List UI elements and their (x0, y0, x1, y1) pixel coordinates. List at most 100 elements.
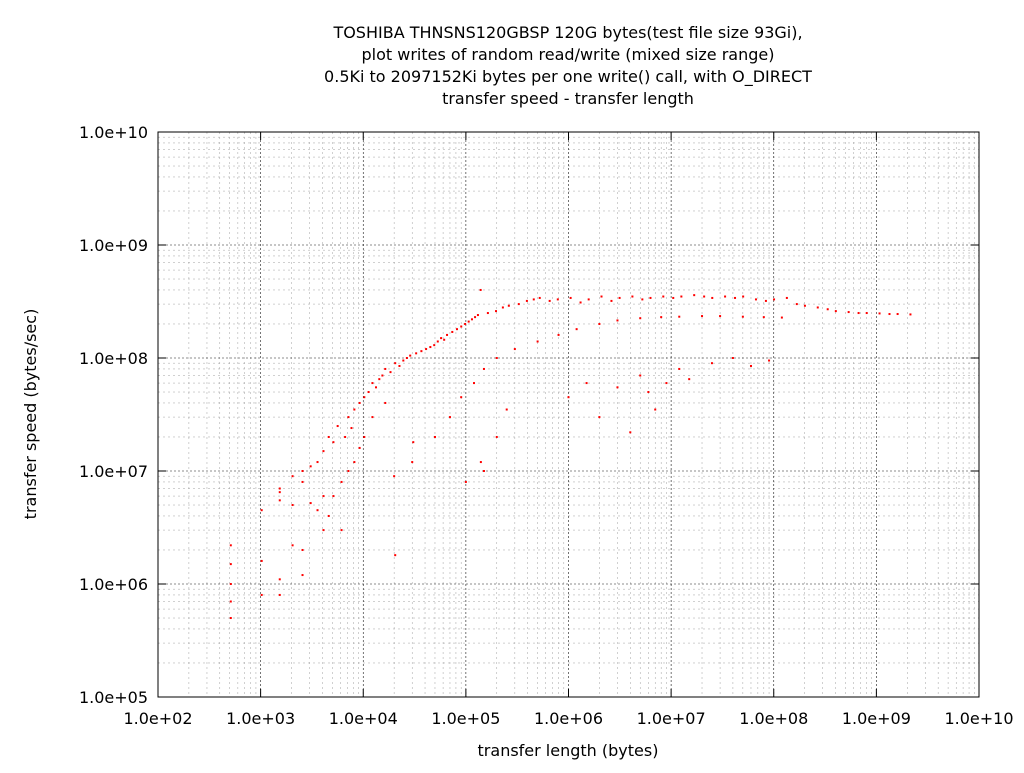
data-point (353, 461, 356, 464)
data-point (680, 295, 683, 298)
data-point (316, 461, 319, 464)
data-point (425, 348, 428, 351)
data-point (291, 504, 294, 507)
data-point (301, 480, 304, 483)
data-point (479, 288, 482, 291)
data-point (371, 416, 374, 419)
data-point (278, 487, 281, 490)
data-point (600, 295, 603, 298)
data-point (665, 382, 668, 385)
grid-layer (157, 131, 980, 698)
data-point (688, 378, 691, 381)
data-point (482, 470, 485, 472)
data-point (394, 362, 397, 365)
data-point (455, 328, 458, 331)
data-point (371, 382, 374, 385)
data-point (495, 310, 498, 313)
y-tick-label: 1.0e+08 (79, 349, 148, 368)
y-tick-label: 1.0e+09 (79, 236, 148, 255)
data-point (327, 514, 330, 517)
x-tick-label: 1.0e+09 (842, 709, 911, 728)
data-point (278, 578, 281, 581)
data-point (641, 298, 644, 301)
data-point (896, 313, 899, 316)
y-tick-label: 1.0e+05 (79, 688, 148, 707)
data-point (631, 295, 634, 298)
data-point (402, 359, 405, 362)
data-point (598, 322, 601, 325)
x-tick-label: 1.0e+05 (431, 709, 500, 728)
data-point (567, 396, 570, 399)
data-point (470, 318, 473, 321)
data-point (301, 574, 304, 577)
data-point (857, 312, 860, 315)
data-point (538, 296, 541, 299)
data-point (344, 435, 347, 438)
data-point (826, 308, 829, 311)
data-point (451, 330, 454, 333)
data-point (443, 338, 446, 341)
data-point (639, 317, 642, 320)
data-point (768, 359, 771, 362)
data-point (440, 337, 443, 340)
x-tick-label: 1.0e+04 (329, 709, 398, 728)
data-point (878, 312, 881, 315)
data-point (525, 299, 528, 302)
data-point (409, 354, 412, 357)
data-point (363, 396, 366, 399)
data-point (411, 461, 414, 464)
data-point (610, 299, 613, 302)
data-point (495, 435, 498, 438)
data-point (358, 446, 361, 449)
x-tick-label: 1.0e+10 (944, 709, 1013, 728)
data-point (701, 315, 704, 318)
data-point (301, 548, 304, 551)
data-point (398, 364, 401, 367)
data-point (278, 491, 281, 494)
data-point (719, 315, 722, 318)
data-point (389, 371, 392, 374)
data-point (629, 431, 632, 434)
x-tick-label: 1.0e+03 (226, 709, 295, 728)
data-point (327, 435, 330, 438)
data-point (616, 319, 619, 322)
data-point (260, 559, 263, 562)
data-point (436, 340, 439, 343)
data-point (557, 333, 560, 336)
data-point (888, 313, 891, 316)
data-point (575, 328, 578, 331)
title-line-2: plot writes of random read/write (mixed … (362, 45, 775, 64)
data-point (347, 470, 350, 472)
data-point (394, 554, 397, 557)
data-point (479, 461, 482, 464)
data-point (358, 401, 361, 404)
data-point (536, 340, 539, 343)
data-point (513, 348, 516, 351)
data-point (711, 296, 714, 299)
title-line-4: transfer speed - transfer length (442, 89, 694, 108)
data-point (260, 509, 263, 512)
data-point (598, 416, 601, 419)
data-point (332, 495, 335, 498)
data-point (660, 316, 663, 319)
data-point (710, 362, 713, 365)
data-point (834, 310, 837, 313)
data-point (505, 408, 508, 411)
x-tick-label: 1.0e+06 (534, 709, 603, 728)
data-point (429, 346, 432, 349)
data-point (639, 374, 642, 377)
data-point (322, 450, 325, 453)
data-point (336, 425, 339, 428)
data-point (278, 499, 281, 502)
data-point (332, 441, 335, 444)
data-point (375, 386, 378, 389)
data-point (464, 480, 467, 483)
chart-title: TOSHIBA THNSNS120GBSP 120G bytes(test fi… (324, 23, 812, 108)
data-point (803, 304, 806, 307)
data-point (381, 374, 384, 377)
title-line-1: TOSHIBA THNSNS120GBSP 120G bytes(test fi… (332, 23, 802, 42)
data-point (446, 333, 449, 336)
data-point (773, 298, 776, 301)
data-point (229, 600, 232, 603)
